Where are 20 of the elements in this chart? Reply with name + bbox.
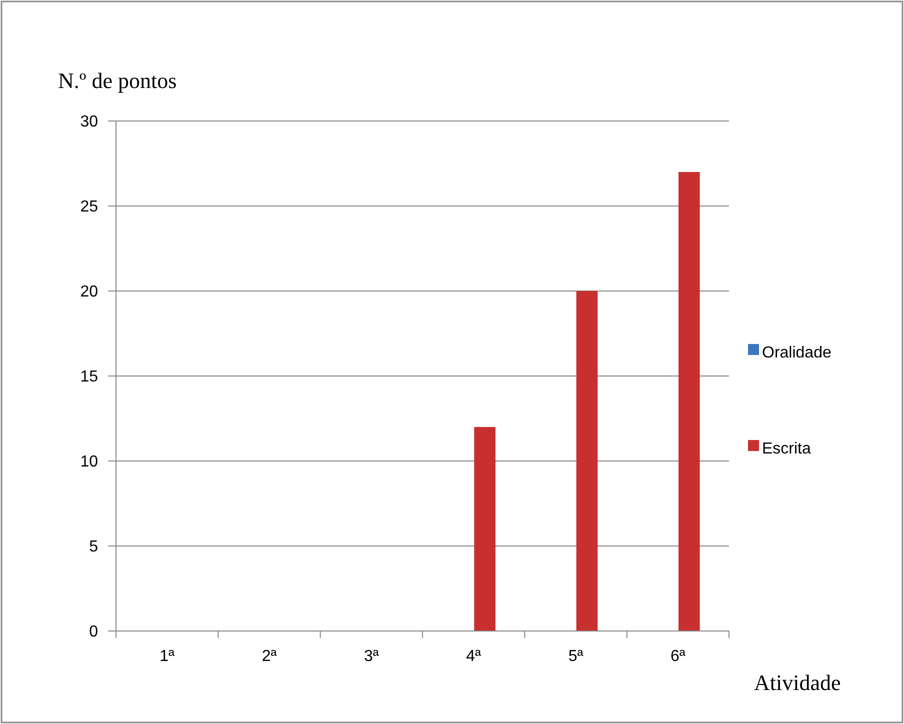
y-tick-label: 30 bbox=[80, 114, 98, 131]
y-tick-label: 20 bbox=[80, 284, 98, 301]
x-tick-label: 2ª bbox=[262, 648, 277, 665]
y-tick-label: 0 bbox=[89, 624, 98, 641]
y-tick-label: 25 bbox=[80, 198, 98, 216]
x-tick-label: 1ª bbox=[160, 648, 175, 665]
y-tick-label: 10 bbox=[80, 454, 98, 471]
y-tick-label: 5 bbox=[89, 538, 98, 556]
y-tick-label: 15 bbox=[80, 368, 98, 386]
legend-label: Escrita bbox=[762, 440, 811, 458]
x-tick-label: 3ª bbox=[364, 648, 379, 665]
bar bbox=[576, 291, 598, 631]
bar bbox=[678, 172, 700, 631]
bar bbox=[474, 427, 496, 631]
y-axis-title: N.º de pontos bbox=[58, 68, 177, 93]
x-tick-label: 5ª bbox=[568, 648, 584, 665]
x-tick-label: 6ª bbox=[670, 648, 686, 665]
x-tick-label: 4ª bbox=[466, 648, 482, 665]
x-axis-title: Atividade bbox=[754, 670, 841, 695]
legend-label: Oralidade bbox=[762, 344, 832, 362]
